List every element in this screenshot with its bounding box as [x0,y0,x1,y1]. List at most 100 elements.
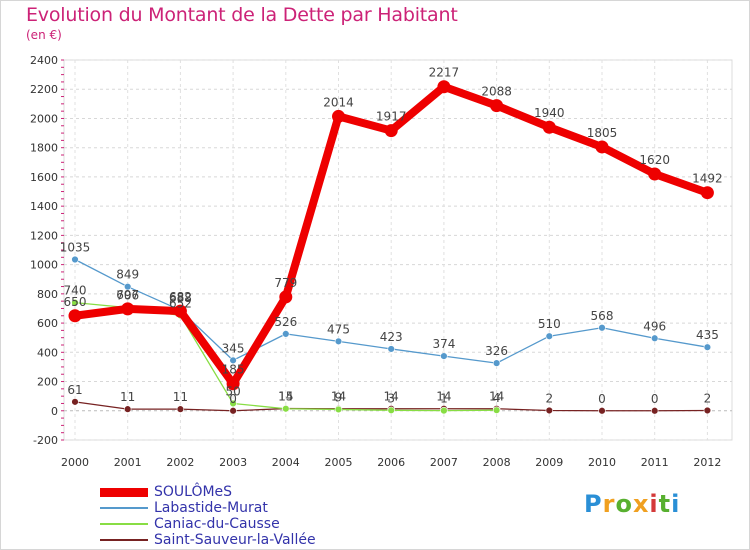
series-point [542,120,556,134]
legend-label: Saint-Sauveur-la-Vallée [154,532,316,548]
data-label: 14 [331,390,346,404]
series-point [387,406,395,415]
legend-item-caniac-du-causse[interactable]: Caniac-du-Causse [100,516,360,532]
data-label: 2217 [429,66,460,80]
series-point [176,405,185,413]
data-label: 0 [598,392,606,406]
legend-item-soulomes[interactable]: SOULÔMeS [100,484,360,500]
legend-swatch [100,507,148,509]
x-tick-label: 2006 [377,456,405,469]
y-tick-label: 0 [51,405,58,418]
chart-title: Evolution du Montant de la Dette par Hab… [26,4,458,26]
data-label: 14 [384,390,399,404]
data-label: 0 [651,392,659,406]
x-tick-label: 2002 [166,456,194,469]
data-label: 14 [278,390,293,404]
data-label: 849 [116,268,139,282]
y-tick-label: 1200 [30,229,58,242]
data-label: 1940 [534,106,565,120]
data-label: 1917 [376,110,407,124]
data-label: 496 [643,319,666,333]
y-tick-label: 2200 [30,83,58,96]
data-label: 61 [67,383,82,397]
data-label: 1620 [639,153,670,167]
data-label: 3 [387,391,395,405]
series-point [121,302,135,316]
x-tick-label: 2004 [272,456,300,469]
x-tick-label: 2011 [641,456,669,469]
series-point [226,377,240,391]
series-point [282,330,290,338]
data-label: 4 [493,391,501,405]
series-point [229,407,237,415]
data-label: 15 [278,390,293,404]
logo-letter: i [671,490,681,518]
series-point [123,282,132,291]
data-label: 682 [169,290,192,304]
data-label: 697 [116,288,139,302]
legend-swatch [100,488,148,497]
series-layer [68,80,714,415]
data-label: 510 [538,317,561,331]
data-label: 2088 [481,85,512,99]
y-tick-label: -200 [33,434,58,447]
series-point [703,343,712,351]
series-point [650,334,659,342]
unit-label: (en €) [26,28,62,42]
logo-letter: P [584,490,603,518]
series-point [279,290,293,304]
data-label: 185 [222,363,245,377]
y-tick-label: 200 [37,376,58,389]
series-point [387,345,395,353]
data-label: 9 [335,390,343,404]
series-point [545,332,553,340]
legend-swatch [100,539,148,541]
legend-label: SOULÔMeS [154,484,233,500]
series-point [492,406,501,414]
legend-swatch [100,523,148,525]
data-label: 740 [64,284,87,298]
series-point [282,405,290,413]
legend-label: Caniac-du-Causse [154,516,280,532]
line-chart: -200020040060080010001200140016001800200… [30,54,733,469]
series-point [437,80,451,94]
y-tick-label: 2400 [30,54,58,67]
data-label: 650 [64,295,87,309]
data-label: 50 [225,384,240,398]
data-label: 1 [440,392,448,406]
x-tick-label: 2000 [61,456,89,469]
data-label: 688 [169,291,192,305]
x-tick-label: 2012 [693,456,721,469]
x-tick-label: 2010 [588,456,616,469]
data-label: 11 [120,390,135,404]
y-tick-label: 800 [37,288,58,301]
legend-label: Labastide-Murat [154,500,268,516]
series-point [440,406,448,415]
data-label: 423 [380,330,403,344]
x-tick-label: 2008 [483,456,511,469]
data-label: 2014 [323,95,354,109]
data-label: 475 [327,322,350,336]
y-tick-label: 1400 [30,200,58,213]
data-label: 0 [229,392,237,406]
data-label: 652 [169,296,192,310]
axes: -200020040060080010001200140016001800200… [30,54,721,469]
series-point [440,352,448,360]
series-point [703,406,712,415]
series-point [68,309,82,323]
y-tick-label: 600 [37,317,58,330]
data-label: 1035 [60,241,91,255]
data-label: 779 [274,276,297,290]
data-label: 1492 [692,172,723,186]
x-tick-label: 2009 [535,456,563,469]
data-label: 14 [489,390,504,404]
legend-item-saint-sauveur-la-vallee[interactable]: Saint-Sauveur-la-Vallée [100,532,360,548]
series-point [334,337,343,346]
data-label: 11 [173,390,188,404]
series-point [71,255,79,264]
series-point [598,407,606,415]
series-point [71,398,79,406]
proxiti-logo: Proxiti [584,490,680,518]
x-tick-label: 2001 [114,456,142,469]
legend-item-labastide-murat[interactable]: Labastide-Murat [100,500,360,516]
